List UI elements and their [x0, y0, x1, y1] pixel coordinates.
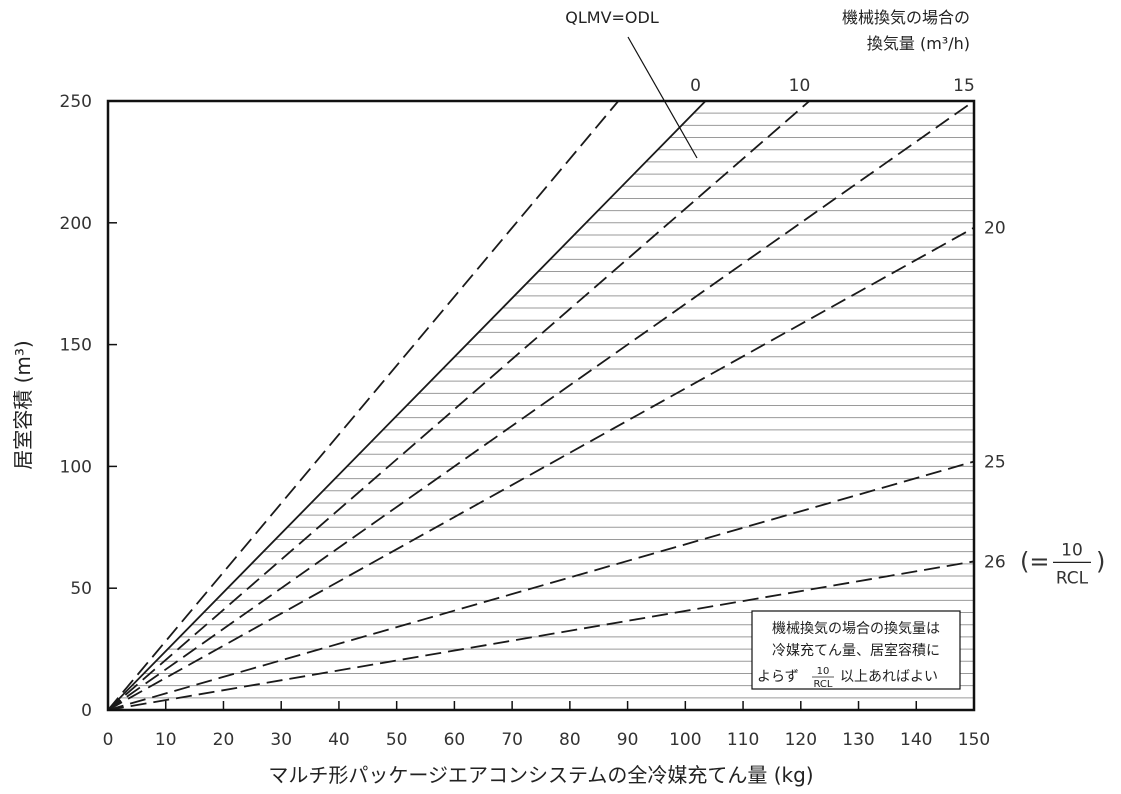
secondary-axis-title-line1: 機械換気の場合の [842, 8, 970, 27]
x-tick-label: 100 [669, 730, 701, 750]
x-tick-label: 150 [958, 730, 990, 750]
y-tick-label: 50 [70, 579, 92, 599]
series-line-2 [108, 101, 811, 710]
series-label-paren-close: ) [1096, 547, 1105, 575]
x-tick-label: 40 [328, 730, 350, 750]
series-label-fraction-denominator: RCL [1056, 568, 1089, 588]
annotation-fraction-numerator: 10 [817, 666, 830, 677]
x-tick-label: 20 [213, 730, 235, 750]
series-line-4 [108, 226, 974, 710]
x-axis: 0 10 20 30 40 50 60 70 80 90 100 110 120 130 140 150 [103, 701, 990, 750]
series-label: 0 [690, 76, 701, 96]
x-axis-title: マルチ形パッケージエアコンシステムの全冷媒充てん量 (kg) [268, 763, 813, 787]
plot-frame [106, 99, 976, 712]
annotation-line-3-suffix: 以上あればよい [840, 669, 938, 685]
y-tick-label: 0 [81, 701, 92, 721]
x-tick-label: 70 [501, 730, 523, 750]
series-label: 10 [789, 76, 811, 96]
series-label: 25 [984, 453, 1006, 473]
x-tick-label: 120 [785, 730, 817, 750]
annotation-fraction-denominator: RCL [813, 679, 832, 690]
series-label: 20 [984, 219, 1006, 239]
series-label-fraction-numerator: 10 [1061, 540, 1083, 560]
y-tick-label: 100 [60, 457, 92, 477]
y-tick-label: 250 [60, 92, 92, 112]
series-lines [108, 101, 974, 710]
y-tick-label: 150 [60, 336, 92, 356]
annotation-line-3-prefix: よらず [757, 669, 799, 685]
y-axis-title: 居室容積 (m³) [11, 340, 35, 469]
x-tick-label: 60 [444, 730, 466, 750]
x-tick-label: 140 [900, 730, 932, 750]
x-tick-label: 10 [155, 730, 177, 750]
x-tick-label: 130 [842, 730, 874, 750]
series-line-5 [108, 460, 974, 710]
annotation-line-1: 機械換気の場合の換気量は [772, 621, 940, 637]
series-label-paren-open: (= [1020, 547, 1049, 575]
series-line-1 [108, 101, 707, 710]
x-tick-label: 30 [270, 730, 292, 750]
y-tick-label: 200 [60, 214, 92, 234]
series-label: 26 [984, 552, 1006, 572]
series-line-0 [108, 101, 620, 710]
x-tick-label: 110 [727, 730, 759, 750]
series-label: 15 [953, 76, 975, 96]
secondary-axis-title-line2: 換気量 (m³/h) [867, 34, 970, 53]
x-tick-label: 50 [386, 730, 408, 750]
x-tick-label: 0 [103, 730, 114, 750]
x-tick-label: 90 [617, 730, 639, 750]
x-tick-label: 80 [559, 730, 581, 750]
y-axis: 0 50 100 150 200 250 [60, 92, 117, 721]
series-labels: 0 10 15 20 25 26 (= 10 RCL) [690, 76, 1105, 588]
annotation-line-2: 冷媒充てん量、居室容積に [772, 642, 940, 659]
annotation-box: 機械換気の場合の換気量は 冷媒充てん量、居室容積に よらず 10 RCL 以上あ… [751, 610, 961, 690]
series-line-6 [108, 560, 974, 710]
series-line-3 [108, 101, 974, 710]
qlmv-odl-label: QLMV=ODL [565, 8, 659, 27]
qlmv-odl-leader-line [627, 36, 698, 159]
hatched-region [119, 112, 974, 699]
